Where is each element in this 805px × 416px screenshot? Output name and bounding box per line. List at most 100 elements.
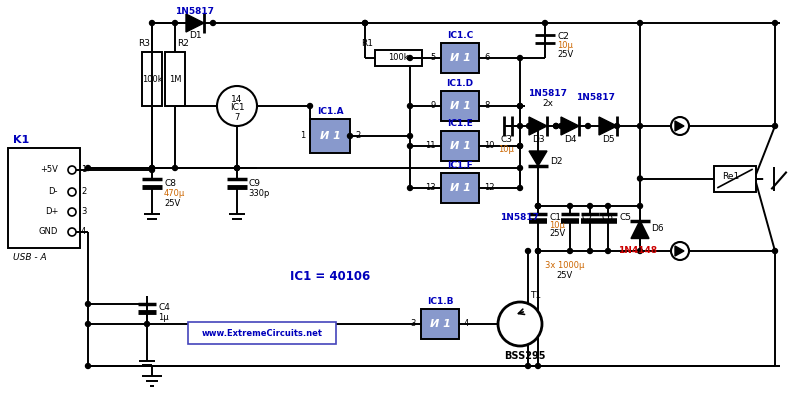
Text: 100k: 100k: [388, 54, 409, 62]
Text: 3x 1000μ: 3x 1000μ: [545, 262, 584, 270]
Text: 10μ: 10μ: [549, 221, 565, 230]
Text: R3: R3: [138, 40, 150, 49]
Circle shape: [568, 203, 572, 208]
Bar: [441, 131, 479, 161]
Circle shape: [518, 55, 522, 60]
Bar: [441, 43, 479, 73]
Bar: [165, 52, 185, 106]
Circle shape: [535, 203, 540, 208]
Circle shape: [150, 166, 155, 171]
Text: 1M: 1M: [169, 74, 181, 84]
Circle shape: [526, 124, 531, 129]
Text: IC1.C: IC1.C: [447, 32, 473, 40]
Polygon shape: [675, 246, 684, 256]
Text: D5: D5: [601, 136, 614, 144]
Polygon shape: [529, 151, 547, 166]
Text: 9: 9: [431, 102, 436, 111]
Text: BSS295: BSS295: [504, 351, 546, 361]
Circle shape: [535, 364, 540, 369]
Text: Re1: Re1: [722, 172, 740, 181]
Circle shape: [234, 166, 240, 171]
Circle shape: [68, 208, 76, 216]
Circle shape: [362, 20, 368, 25]
Circle shape: [172, 20, 177, 25]
Text: GND: GND: [39, 228, 58, 237]
Text: C3: C3: [500, 136, 512, 144]
Circle shape: [308, 104, 312, 109]
Text: +5V: +5V: [40, 166, 58, 174]
Text: D-: D-: [48, 188, 58, 196]
Text: И 1: И 1: [320, 131, 341, 141]
Circle shape: [362, 20, 368, 25]
Polygon shape: [529, 117, 547, 135]
Text: 1N5817: 1N5817: [576, 94, 616, 102]
Circle shape: [234, 166, 240, 171]
Circle shape: [407, 104, 412, 109]
Circle shape: [535, 203, 540, 208]
Text: 5: 5: [431, 54, 436, 62]
Polygon shape: [631, 220, 649, 238]
Text: T1: T1: [530, 292, 541, 300]
Text: 330p: 330p: [248, 190, 270, 198]
Bar: [188, 322, 336, 344]
Text: USB - A: USB - A: [13, 253, 47, 262]
Circle shape: [150, 168, 155, 173]
Circle shape: [638, 124, 642, 129]
Text: C5: C5: [619, 213, 631, 221]
Text: 4: 4: [81, 228, 86, 237]
Text: D4: D4: [564, 136, 576, 144]
Circle shape: [554, 124, 559, 129]
Circle shape: [671, 242, 689, 260]
Text: И 1: И 1: [449, 183, 470, 193]
Text: 14: 14: [231, 94, 242, 104]
Text: 13: 13: [425, 183, 436, 193]
Circle shape: [407, 144, 412, 149]
Text: R2: R2: [177, 40, 189, 49]
Text: 4: 4: [464, 319, 469, 329]
Bar: [441, 173, 479, 203]
Circle shape: [518, 144, 522, 149]
Text: И 1: И 1: [430, 319, 451, 329]
Circle shape: [535, 203, 540, 208]
Text: D2: D2: [550, 156, 563, 166]
Text: D6: D6: [651, 224, 663, 233]
Polygon shape: [599, 117, 617, 135]
Circle shape: [671, 117, 689, 135]
Circle shape: [172, 166, 177, 171]
Circle shape: [638, 248, 642, 253]
Text: 1: 1: [299, 131, 305, 141]
Text: K1: K1: [13, 135, 29, 145]
Text: C7: C7: [581, 213, 593, 221]
Circle shape: [638, 20, 642, 25]
Text: 25V: 25V: [557, 270, 573, 280]
Text: D+: D+: [44, 208, 58, 216]
Circle shape: [535, 248, 540, 253]
Circle shape: [535, 124, 540, 129]
Circle shape: [348, 134, 353, 139]
Circle shape: [518, 104, 522, 109]
Text: 6: 6: [484, 54, 489, 62]
Circle shape: [85, 364, 90, 369]
Bar: [421, 309, 459, 339]
Bar: [441, 91, 479, 121]
Circle shape: [585, 124, 591, 129]
Text: 10μ: 10μ: [498, 144, 514, 154]
Text: C6: C6: [601, 213, 613, 221]
Text: IC1.F: IC1.F: [447, 161, 473, 171]
Circle shape: [150, 166, 155, 171]
Circle shape: [605, 248, 610, 253]
Bar: [375, 50, 422, 66]
Text: И 1: И 1: [449, 141, 470, 151]
Text: C4: C4: [158, 304, 170, 312]
Circle shape: [518, 124, 522, 129]
Circle shape: [518, 104, 522, 109]
Circle shape: [217, 86, 257, 126]
Text: 10μ: 10μ: [557, 41, 573, 50]
Circle shape: [407, 134, 412, 139]
Text: 1: 1: [81, 166, 86, 174]
Text: И 1: И 1: [449, 53, 470, 63]
Text: C9: C9: [248, 178, 260, 188]
Text: IC1.E: IC1.E: [447, 119, 473, 129]
Circle shape: [588, 248, 592, 253]
Circle shape: [554, 124, 559, 129]
